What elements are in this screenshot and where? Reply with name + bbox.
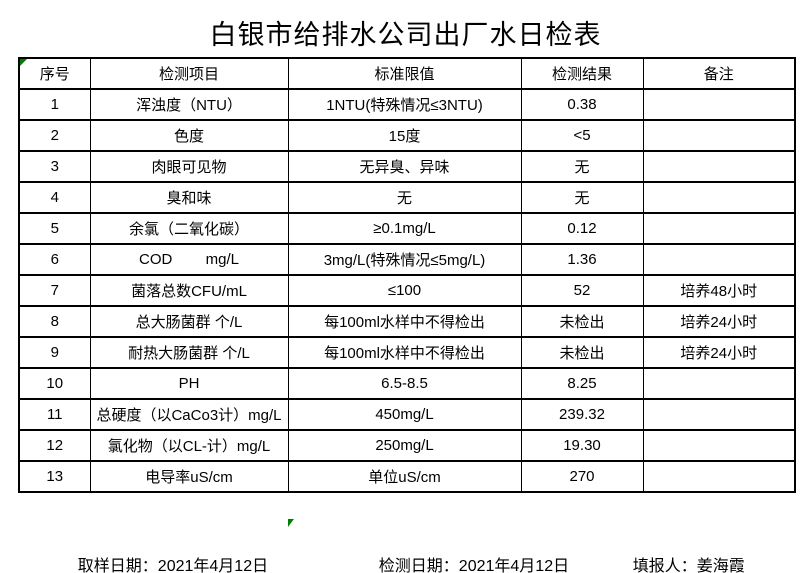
- inspection-table: 序号 检测项目 标准限值 检测结果 备注 1 浑浊度（NTU） 1NTU(特殊情…: [18, 57, 796, 493]
- table-row: 2 色度 15度 <5: [18, 119, 796, 152]
- cell-remark: [642, 150, 796, 183]
- page-title: 白银市给排水公司出厂水日检表: [209, 20, 602, 50]
- table-row: 10 PH 6.5-8.5 8.25: [18, 367, 796, 400]
- cell-result: 未检出: [520, 305, 644, 338]
- cell-index: 2: [18, 119, 91, 152]
- cell-limit: 250mg/L: [287, 429, 522, 462]
- cell-remark: [642, 212, 796, 245]
- cell-limit: 单位uS/cm: [287, 460, 522, 493]
- reporter-name: 姜海霞: [696, 558, 745, 573]
- table-row: 13 电导率uS/cm 单位uS/cm 270: [18, 460, 796, 493]
- cell-index: 12: [18, 429, 91, 462]
- table-row: 12 氯化物（以CL-计）mg/L 250mg/L 19.30: [18, 429, 796, 462]
- cell-limit: 3mg/L(特殊情况≤5mg/L): [287, 243, 522, 276]
- cell-index: 13: [18, 460, 91, 493]
- cell-index: 7: [18, 274, 91, 307]
- cell-remark: [642, 243, 796, 276]
- reporter: 填报人：姜海霞: [615, 534, 745, 573]
- cell-remark: [642, 181, 796, 214]
- cell-limit: 无: [287, 181, 522, 214]
- cell-item: 耐热大肠菌群 个/L: [89, 336, 289, 369]
- cell-result: 无: [520, 150, 644, 183]
- cell-result: 19.30: [520, 429, 644, 462]
- cell-index: 8: [18, 305, 91, 338]
- cell-index: 10: [18, 367, 91, 400]
- cell-limit: 每100ml水样中不得检出: [287, 305, 522, 338]
- cell-remark: [642, 367, 796, 400]
- cell-item: 余氯（二氧化碳）: [89, 212, 289, 245]
- reporter-label: 填报人：: [632, 558, 697, 573]
- table-row: 9 耐热大肠菌群 个/L 每100ml水样中不得检出 未检出 培养24小时: [18, 336, 796, 369]
- sampling-date: 取样日期：2021年4月12日: [60, 534, 268, 573]
- cell-result: 52: [520, 274, 644, 307]
- cell-remark: [642, 398, 796, 431]
- cell-result: 270: [520, 460, 644, 493]
- cell-item: 总大肠菌群 个/L: [89, 305, 289, 338]
- cell-item: 浑浊度（NTU）: [89, 88, 289, 121]
- testing-date-value: 2021年4月12日: [458, 558, 570, 573]
- cell-remark: [642, 119, 796, 152]
- cell-index: 4: [18, 181, 91, 214]
- table-row: 5 余氯（二氧化碳） ≥0.1mg/L 0.12: [18, 212, 796, 245]
- cell-remark: 培养24小时: [642, 305, 796, 338]
- cell-remark: 培养48小时: [642, 274, 796, 307]
- table-row: 4 臭和味 无 无: [18, 181, 796, 214]
- table-row: 3 肉眼可见物 无异臭、异味 无: [18, 150, 796, 183]
- cell-result: 1.36: [520, 243, 644, 276]
- cell-index: 1: [18, 88, 91, 121]
- table-header-row: 序号 检测项目 标准限值 检测结果 备注: [18, 57, 796, 90]
- table-row: 8 总大肠菌群 个/L 每100ml水样中不得检出 未检出 培养24小时: [18, 305, 796, 338]
- testing-date-label: 检测日期：: [378, 558, 459, 573]
- cell-index: 5: [18, 212, 91, 245]
- cell-result: 8.25: [520, 367, 644, 400]
- cell-remark: [642, 88, 796, 121]
- column-header-item: 检测项目: [89, 57, 289, 90]
- table-body: 1 浑浊度（NTU） 1NTU(特殊情况≤3NTU) 0.38 2 色度 15度…: [18, 88, 796, 493]
- cell-result: 0.38: [520, 88, 644, 121]
- cell-remark: [642, 460, 796, 493]
- cell-remark: 培养24小时: [642, 336, 796, 369]
- cell-item: 总硬度（以CaCo3计）mg/L: [89, 398, 289, 431]
- cell-index: 6: [18, 243, 91, 276]
- table-row: 1 浑浊度（NTU） 1NTU(特殊情况≤3NTU) 0.38: [18, 88, 796, 121]
- cell-limit: 450mg/L: [287, 398, 522, 431]
- cell-index: 3: [18, 150, 91, 183]
- cell-result: <5: [520, 119, 644, 152]
- cell-limit: 6.5-8.5: [287, 367, 522, 400]
- testing-date: 检测日期：2021年4月12日: [361, 534, 569, 573]
- cell-item: PH: [89, 367, 289, 400]
- cell-limit: 15度: [287, 119, 522, 152]
- cell-item: 菌落总数CFU/mL: [89, 274, 289, 307]
- column-header-index: 序号: [18, 57, 91, 90]
- table-row: 7 菌落总数CFU/mL ≤100 52 培养48小时: [18, 274, 796, 307]
- cell-index: 11: [18, 398, 91, 431]
- sampling-date-label: 取样日期：: [77, 558, 158, 573]
- table-row: 11 总硬度（以CaCo3计）mg/L 450mg/L 239.32: [18, 398, 796, 431]
- cell-result: 未检出: [520, 336, 644, 369]
- excel-bottom-flag-icon: [288, 519, 294, 527]
- cell-limit: ≥0.1mg/L: [287, 212, 522, 245]
- cell-limit: 无异臭、异味: [287, 150, 522, 183]
- cell-item: 肉眼可见物: [89, 150, 289, 183]
- cell-index: 9: [18, 336, 91, 369]
- cell-limit: 1NTU(特殊情况≤3NTU): [287, 88, 522, 121]
- cell-item: 氯化物（以CL-计）mg/L: [89, 429, 289, 462]
- column-header-limit: 标准限值: [287, 57, 522, 90]
- cell-remark: [642, 429, 796, 462]
- table-row: 6 COD mg/L 3mg/L(特殊情况≤5mg/L) 1.36: [18, 243, 796, 276]
- cell-result: 239.32: [520, 398, 644, 431]
- cell-item: COD mg/L: [89, 243, 289, 276]
- cell-limit: ≤100: [287, 274, 522, 307]
- cell-result: 0.12: [520, 212, 644, 245]
- cell-item: 色度: [89, 119, 289, 152]
- excel-corner-flag-icon: [20, 59, 27, 66]
- cell-item: 臭和味: [89, 181, 289, 214]
- cell-item: 电导率uS/cm: [89, 460, 289, 493]
- column-header-remark: 备注: [642, 57, 796, 90]
- cell-result: 无: [520, 181, 644, 214]
- cell-limit: 每100ml水样中不得检出: [287, 336, 522, 369]
- column-header-result: 检测结果: [520, 57, 644, 90]
- sampling-date-value: 2021年4月12日: [157, 558, 269, 573]
